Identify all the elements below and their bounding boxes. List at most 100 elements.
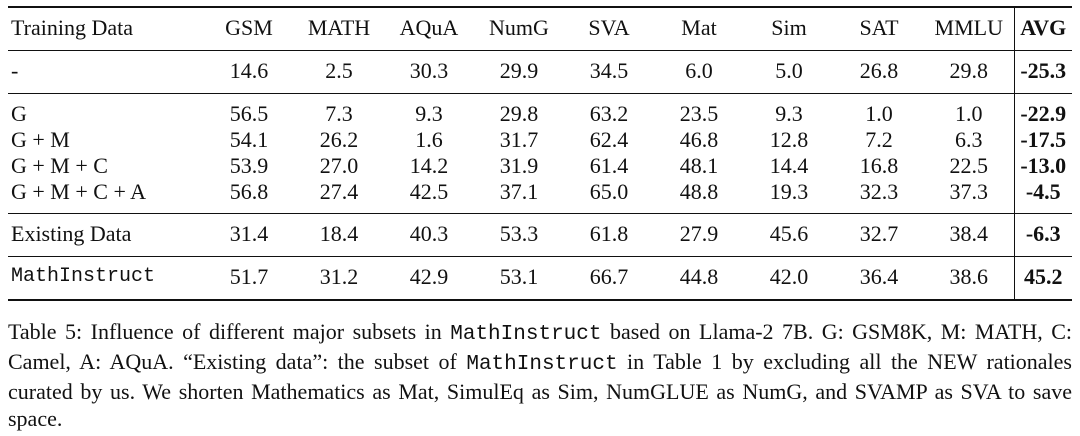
table-cell: 53.3: [499, 221, 539, 246]
table-cell: 45.6: [769, 221, 809, 246]
row-label: G: [11, 101, 27, 126]
table-cell: 42.0: [769, 264, 809, 289]
table-cell: 16.8: [859, 153, 899, 178]
table-cell: 23.5: [679, 101, 719, 126]
column-header: SVA: [588, 15, 630, 40]
row-label: G + M + C + A: [11, 179, 147, 204]
column-header-training-data: Training Data: [11, 15, 134, 40]
results-table-container: Training Data GSM MATH AQuA NumG SVA Mat Sim SAT…: [8, 6, 1072, 301]
column-header: AVG: [1013, 7, 1072, 51]
row-label: G + M + C: [11, 153, 108, 178]
table-cell: 36.4: [859, 264, 899, 289]
table-cell: 40.3: [409, 221, 449, 246]
table-cell: 27.0: [319, 153, 359, 178]
table-cell: 12.8: [769, 127, 809, 152]
table-cell: 62.4: [589, 127, 629, 152]
caption-code-term: MathInstruct: [466, 353, 618, 376]
column-header: MATH: [307, 15, 371, 40]
avg-cell: -4.5: [1013, 179, 1072, 214]
table-cell: 7.2: [865, 127, 893, 152]
table-cell: 1.6: [415, 127, 443, 152]
table-cell: 29.9: [499, 58, 539, 83]
table-cell: 14.4: [769, 153, 809, 178]
column-header: Mat: [681, 15, 717, 40]
column-header: GSM: [225, 15, 273, 40]
table-cell: 42.9: [409, 264, 449, 289]
table-cell: 61.8: [589, 221, 629, 246]
table-cell: 42.5: [409, 179, 449, 204]
avg-cell: 45.2: [1013, 256, 1072, 300]
table-caption: Table 5: Influence of different major su…: [8, 318, 1072, 432]
caption-text: Table 5: Influence of different major su…: [8, 319, 451, 344]
table-cell: 19.3: [769, 179, 809, 204]
table-cell: 29.8: [499, 101, 539, 126]
table-cell: 22.5: [949, 153, 989, 178]
column-header: Sim: [771, 15, 807, 40]
caption-text: based on Llama-2 7B. G: GSM8K, M: MATH, …: [8, 319, 1072, 374]
table-cell: 53.1: [499, 264, 539, 289]
table-cell: 31.2: [319, 264, 359, 289]
table-cell: 27.9: [679, 221, 719, 246]
table-cell: 14.2: [409, 153, 449, 178]
caption-text: in Table 1 by excluding all the NEW rati…: [8, 349, 1072, 431]
avg-cell: -25.3: [1013, 50, 1072, 94]
avg-cell: -6.3: [1013, 213, 1072, 257]
table-cell: 32.3: [859, 179, 899, 204]
table-cell: 1.0: [955, 101, 983, 126]
table-cell: 30.3: [409, 58, 449, 83]
table-row: MathInstruct 51.7 31.2 42.9 53.1 66.7 44.8 42.0…: [8, 256, 1072, 300]
table-cell: 26.2: [319, 127, 359, 152]
row-label: Existing Data: [11, 221, 132, 246]
table-cell: 65.0: [589, 179, 629, 204]
table-cell: 53.9: [229, 153, 269, 178]
table-cell: 37.3: [949, 179, 989, 204]
table-cell: 5.0: [775, 58, 803, 83]
table-cell: 29.8: [949, 58, 989, 83]
table-cell: 31.7: [499, 127, 539, 152]
table-cell: 46.8: [679, 127, 719, 152]
table-cell: 1.0: [865, 101, 893, 126]
table-cell: 9.3: [415, 101, 443, 126]
table-cell: 48.8: [679, 179, 719, 204]
table-cell: 61.4: [589, 153, 629, 178]
table-cell: 44.8: [679, 264, 719, 289]
table-row: G + M + C 53.9 27.0 14.2 31.9 61.4 48.1 14.4 16.…: [8, 153, 1072, 179]
caption-code-term: MathInstruct: [450, 323, 602, 346]
table-cell: 9.3: [775, 101, 803, 126]
table-cell: 6.3: [955, 127, 983, 152]
row-label: MathInstruct: [11, 265, 156, 288]
table-cell: 56.5: [229, 101, 269, 126]
table-cell: 51.7: [229, 264, 269, 289]
table-row: G + M 54.1 26.2 1.6 31.7 62.4 46.8 12.8 7.2 6.3 -1…: [8, 127, 1072, 153]
table-cell: 66.7: [589, 264, 629, 289]
table-cell: 54.1: [229, 127, 269, 152]
column-header: SAT: [859, 15, 899, 40]
table-cell: 7.3: [325, 101, 353, 126]
avg-cell: -17.5: [1013, 127, 1072, 153]
row-label: G + M: [11, 127, 70, 152]
table-cell: 27.4: [319, 179, 359, 204]
table-cell: 38.4: [949, 221, 989, 246]
table-cell: 37.1: [499, 179, 539, 204]
table-cell: 34.5: [589, 58, 629, 83]
table-cell: 63.2: [589, 101, 629, 126]
table-cell: 32.7: [859, 221, 899, 246]
table-body: -14.6 2.5 30.3 29.9 34.5 6.0 5.0 26.8 29.8 -25.3 G…: [8, 50, 1072, 300]
table-cell: 31.4: [229, 221, 269, 246]
column-header: AQuA: [399, 15, 459, 40]
row-label: -: [11, 58, 19, 83]
table-cell: 48.1: [679, 153, 719, 178]
table-cell: 56.8: [229, 179, 269, 204]
table-cell: 31.9: [499, 153, 539, 178]
table-cell: 18.4: [319, 221, 359, 246]
column-header: MMLU: [934, 15, 1003, 40]
column-header: NumG: [489, 15, 549, 40]
avg-cell: -22.9: [1013, 93, 1072, 127]
table-row: - 14.6 2.5 30.3 29.9 34.5 6.0 5.0 26.8 29.8 -25.3: [8, 50, 1072, 94]
results-table: Training Data GSM MATH AQuA NumG SVA Mat Sim SAT…: [8, 6, 1072, 301]
table-row: G 56.5 7.3 9.3 29.8 63.2 23.5 9.3 1.0 1.0 -22.9: [8, 93, 1072, 127]
table-row: G + M + C + A 56.8 27.4 42.5 37.1 65.0 48.8 19.…: [8, 179, 1072, 214]
table-cell: 6.0: [685, 58, 713, 83]
table-cell: 2.5: [325, 58, 353, 83]
table-header-row: Training Data GSM MATH AQuA NumG SVA Mat Sim SAT…: [8, 7, 1072, 51]
